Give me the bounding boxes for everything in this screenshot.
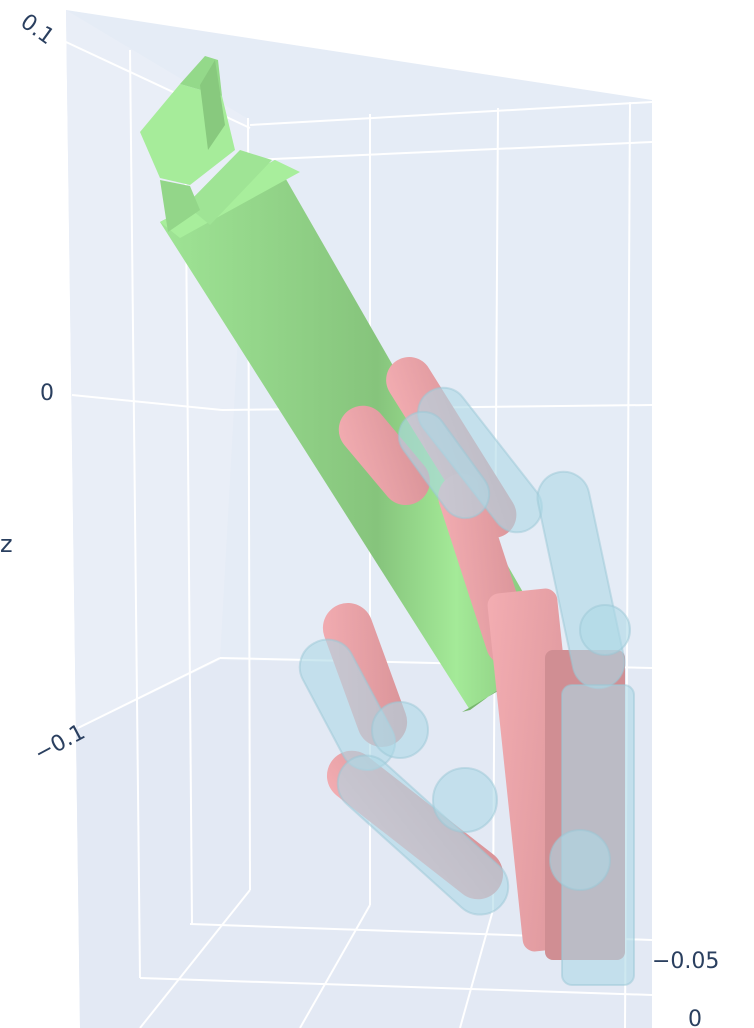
y-tick-0: −0.05 [652,949,719,974]
y-tick-1: 0 [688,1007,702,1028]
z-axis-title: z [0,530,13,558]
z-tick-1: 0 [40,381,54,406]
grid-lines [65,41,653,1028]
blue-hand-mesh[interactable] [290,378,635,986]
z-tick-0: 0.1 [16,9,59,50]
